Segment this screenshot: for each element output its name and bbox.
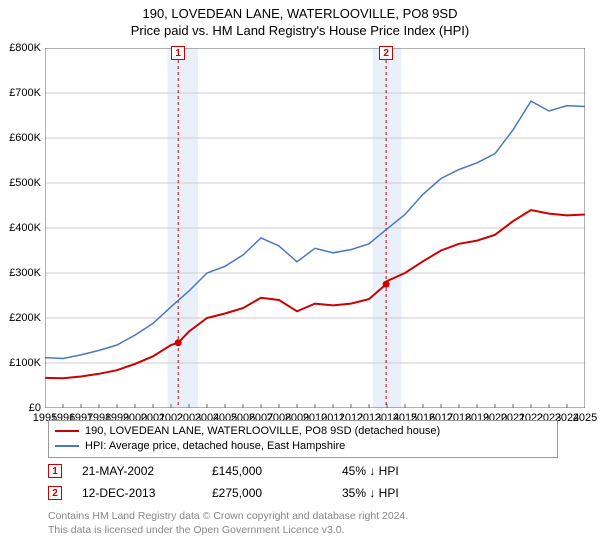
sale-marker: 1 [171,46,185,60]
y-axis-label: £800K [9,42,45,54]
legend-swatch [55,430,79,432]
sale-date: 21-MAY-2002 [82,464,192,478]
legend-label: 190, LOVEDEAN LANE, WATERLOOVILLE, PO8 9… [85,424,440,439]
sale-price: £145,000 [212,464,322,478]
title-line-1: 190, LOVEDEAN LANE, WATERLOOVILLE, PO8 9… [0,6,600,23]
legend: 190, LOVEDEAN LANE, WATERLOOVILLE, PO8 9… [48,420,558,458]
price-chart: £0£100K£200K£300K£400K£500K£600K£700K£80… [45,48,585,408]
legend-item: 190, LOVEDEAN LANE, WATERLOOVILLE, PO8 9… [55,424,551,439]
sale-hpi-delta: 45% ↓ HPI [342,464,452,478]
y-axis-label: £700K [9,87,45,99]
footer-attribution: Contains HM Land Registry data © Crown c… [48,510,558,537]
sale-marker-icon: 1 [48,464,62,478]
legend-label: HPI: Average price, detached house, East… [85,439,345,454]
y-axis-label: £500K [9,177,45,189]
y-axis-label: £300K [9,267,45,279]
y-axis-label: £600K [9,132,45,144]
title-line-2: Price paid vs. HM Land Registry's House … [0,23,600,40]
sale-row: 1 21-MAY-2002 £145,000 45% ↓ HPI [48,460,452,482]
sale-row: 2 12-DEC-2013 £275,000 35% ↓ HPI [48,482,452,504]
footer-line-2: This data is licensed under the Open Gov… [48,524,558,538]
y-axis-label: £200K [9,312,45,324]
footer-line-1: Contains HM Land Registry data © Crown c… [48,510,558,524]
legend-item: HPI: Average price, detached house, East… [55,439,551,454]
sale-hpi-delta: 35% ↓ HPI [342,486,452,500]
y-axis-label: £400K [9,222,45,234]
sale-date: 12-DEC-2013 [82,486,192,500]
sale-marker: 2 [379,46,393,60]
x-axis-label: 2025 [573,408,597,424]
legend-swatch [55,445,79,447]
y-axis-label: £100K [9,357,45,369]
chart-title: 190, LOVEDEAN LANE, WATERLOOVILLE, PO8 9… [0,0,600,40]
sale-records: 1 21-MAY-2002 £145,000 45% ↓ HPI 2 12-DEC-201… [48,460,452,504]
sale-price: £275,000 [212,486,322,500]
sale-marker-icon: 2 [48,486,62,500]
